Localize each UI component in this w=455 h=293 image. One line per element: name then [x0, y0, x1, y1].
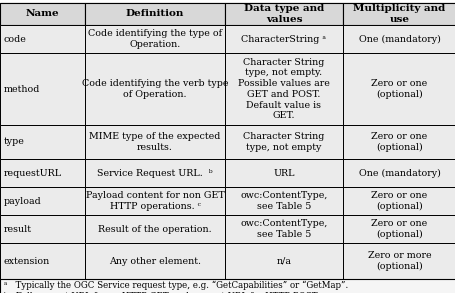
Text: MIME type of the expected
results.: MIME type of the expected results. [89, 132, 220, 152]
Text: Zero or one
(optional): Zero or one (optional) [370, 79, 427, 99]
Text: Data type and
values: Data type and values [243, 4, 324, 24]
Text: Any other element.: Any other element. [109, 256, 201, 265]
Bar [0, 25, 85, 53]
Text: code: code [4, 35, 27, 43]
Bar [342, 159, 455, 187]
Text: owc:ContentType,
see Table 5: owc:ContentType, see Table 5 [240, 219, 327, 239]
Bar [85, 125, 224, 159]
Bar [85, 243, 224, 279]
Bar [224, 243, 342, 279]
Bar [85, 53, 224, 125]
Bar [0, 53, 85, 125]
Bar [0, 279, 455, 293]
Text: ᵃ   Typically the OGC Service request type, e.g. “GetCapabilities” or “GetMap”.: ᵃ Typically the OGC Service request type… [4, 281, 348, 290]
Bar [85, 159, 224, 187]
Bar [0, 125, 85, 159]
Bar [85, 187, 224, 215]
Bar [85, 3, 224, 25]
Bar [85, 215, 224, 243]
Text: payload: payload [4, 197, 42, 205]
Bar [224, 3, 342, 25]
Text: CharacterString ᵃ: CharacterString ᵃ [241, 35, 326, 43]
Bar [224, 215, 342, 243]
Bar [0, 215, 85, 243]
Text: Zero or one
(optional): Zero or one (optional) [370, 132, 427, 152]
Text: Payload content for non GET
HTTP operations. ᶜ: Payload content for non GET HTTP operati… [86, 191, 224, 211]
Text: result: result [4, 224, 32, 234]
Bar [85, 25, 224, 53]
Bar [224, 159, 342, 187]
Text: Service Request URL.  ᵇ: Service Request URL. ᵇ [97, 168, 212, 178]
Text: method: method [4, 84, 40, 93]
Text: ᵇ   Full request URL for an HTTP GET, and request URL for HTTP POST.: ᵇ Full request URL for an HTTP GET, and … [4, 292, 318, 293]
Bar [0, 243, 85, 279]
Bar [224, 25, 342, 53]
Text: Definition: Definition [126, 9, 184, 18]
Text: n/a: n/a [276, 256, 291, 265]
Text: One (mandatory): One (mandatory) [358, 35, 440, 44]
Bar [342, 187, 455, 215]
Bar [342, 243, 455, 279]
Text: Zero or more
(optional): Zero or more (optional) [367, 251, 430, 271]
Bar [224, 187, 342, 215]
Text: type: type [4, 137, 25, 146]
Text: Code identifying the type of
Operation.: Code identifying the type of Operation. [88, 29, 222, 49]
Bar [342, 215, 455, 243]
Bar [0, 187, 85, 215]
Text: Character String
type, not empty.
Possible values are
GET and POST.
Default valu: Character String type, not empty. Possib… [238, 58, 329, 120]
Bar [0, 159, 85, 187]
Bar [224, 125, 342, 159]
Text: One (mandatory): One (mandatory) [358, 168, 440, 178]
Text: Character String
type, not empty: Character String type, not empty [243, 132, 324, 152]
Text: Multiplicity and
use: Multiplicity and use [353, 4, 445, 24]
Text: extension: extension [4, 256, 50, 265]
Bar [0, 3, 85, 25]
Text: owc:ContentType,
see Table 5: owc:ContentType, see Table 5 [240, 191, 327, 211]
Text: Code identifying the verb type
of Operation.: Code identifying the verb type of Operat… [81, 79, 228, 99]
Bar [342, 53, 455, 125]
Text: Zero or one
(optional): Zero or one (optional) [370, 219, 427, 239]
Bar [342, 125, 455, 159]
Bar [224, 53, 342, 125]
Text: Zero or one
(optional): Zero or one (optional) [370, 191, 427, 211]
Text: Result of the operation.: Result of the operation. [98, 224, 212, 234]
Bar [342, 25, 455, 53]
Bar [342, 3, 455, 25]
Text: Name: Name [25, 9, 59, 18]
Text: requestURL: requestURL [4, 168, 62, 178]
Text: URL: URL [273, 168, 294, 178]
